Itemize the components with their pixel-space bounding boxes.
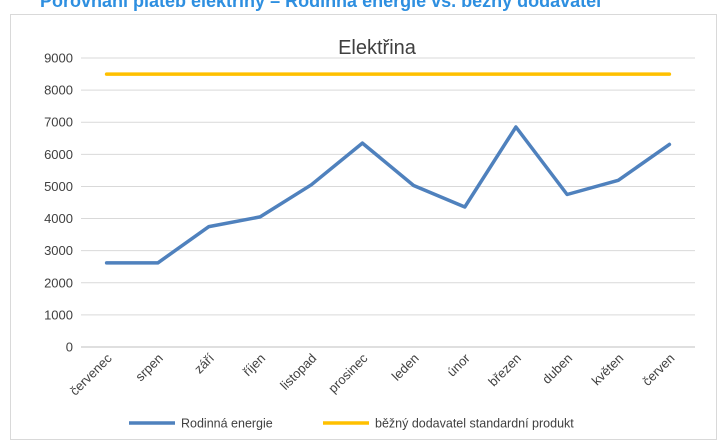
y-tick-label: 9000 — [44, 51, 73, 66]
cropped-banner: Porovnání plateb elektřiny – Rodinná ene… — [0, 0, 720, 12]
y-axis: 0 1000 2000 3000 4000 5000 6000 7000 8000 9000 — [44, 51, 73, 355]
y-tick-label: 4000 — [44, 211, 73, 226]
x-tick-label: říjen — [240, 351, 268, 379]
banner-text: Porovnání plateb elektřiny – Rodinná ene… — [40, 0, 602, 11]
y-tick-label: 3000 — [44, 243, 73, 258]
legend-label-rodinna-energie: Rodinná energie — [181, 417, 273, 431]
y-tick-label: 1000 — [44, 307, 73, 322]
y-tick-label: 6000 — [44, 147, 73, 162]
chart-title: Elektřina — [338, 37, 417, 59]
y-tick-label: 8000 — [44, 83, 73, 98]
y-tick-label: 0 — [66, 340, 73, 355]
x-tick-label: prosinec — [325, 350, 371, 396]
x-axis: červenec srpen září říjen listopad prosinec le… — [67, 350, 678, 398]
x-tick-label: březen — [485, 351, 524, 390]
y-tick-label: 7000 — [44, 115, 73, 130]
series-lines — [104, 72, 672, 265]
x-tick-label: listopad — [277, 351, 319, 393]
x-tick-label: únor — [444, 350, 473, 379]
line-chart: Elektřina 0 1000 2000 3000 4000 5000 6000 7000 8… — [44, 37, 695, 431]
x-tick-label: srpen — [132, 351, 166, 385]
legend: Rodinná energie běžný dodavatel standardn… — [129, 417, 574, 431]
x-tick-label: duben — [539, 351, 575, 387]
x-tick-label: září — [191, 350, 217, 376]
y-tick-label: 2000 — [44, 275, 73, 290]
series-line-rodinna-energie — [104, 125, 672, 265]
x-tick-label: červenec — [67, 350, 115, 398]
x-tick-label: červen — [639, 351, 677, 389]
gridlines — [81, 57, 695, 348]
x-tick-label: leden — [389, 351, 422, 384]
chart-area: Elektřina 0 1000 2000 3000 4000 5000 6000 7000 8… — [10, 14, 717, 440]
x-tick-label: květen — [589, 351, 627, 389]
y-tick-label: 5000 — [44, 179, 73, 194]
legend-label-bezny-dodavatel-standardni-produkt: běžný dodavatel standardní produkt — [375, 417, 574, 431]
